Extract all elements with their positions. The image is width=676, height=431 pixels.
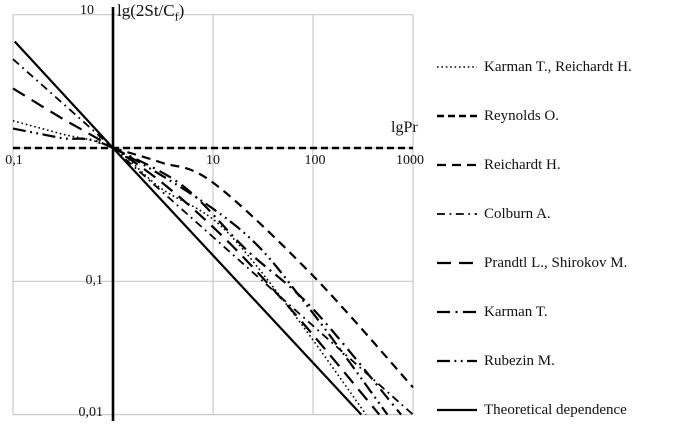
legend: Karman T., Reichardt H. Reynolds O. Reic… xyxy=(436,0,676,431)
x-tick-label-1000: 1000 xyxy=(396,153,424,168)
legend-label: Reichardt H. xyxy=(484,156,561,173)
y-axis-title-close: ) xyxy=(178,1,185,20)
legend-line-sample xyxy=(437,163,477,167)
y-tick-label-0_1: 0,1 xyxy=(85,273,104,288)
legend-item-theoretical: Theoretical dependence xyxy=(436,400,627,420)
curve-karman_reichardt xyxy=(12,120,367,416)
legend-line-sample xyxy=(437,66,477,68)
curve-theoretical xyxy=(13,40,363,416)
legend-label: Colburn A. xyxy=(484,205,551,222)
x-axis-title: lgPr xyxy=(391,119,418,136)
legend-label: Reynolds O. xyxy=(484,107,559,124)
y-tick-label-10: 10 xyxy=(80,3,94,18)
y-axis-title-text: lg(2St/C xyxy=(117,1,175,20)
x-tick-label-0_1: 0,1 xyxy=(5,153,23,168)
legend-label: Karman T. xyxy=(484,303,548,320)
legend-label: Prandtl L., Shirokov M. xyxy=(484,254,628,271)
legend-label: Karman T., Reichardt H. xyxy=(484,58,632,75)
curve-rubezin xyxy=(12,127,389,416)
legend-line-sample xyxy=(437,213,477,215)
curve-karman xyxy=(112,147,402,416)
curve-colburn xyxy=(12,58,414,416)
legend-item-karman-reichardt: Karman T., Reichardt H. xyxy=(436,57,632,77)
legend-line-sample xyxy=(437,114,477,118)
y-axis-title: lg(2St/Cf) xyxy=(117,1,184,24)
x-tick-label-100: 100 xyxy=(304,153,326,168)
legend-item-reichardt: Reichardt H. xyxy=(436,155,561,175)
y-tick-label-1: 1 xyxy=(96,133,103,148)
legend-item-reynolds: Reynolds O. xyxy=(436,106,559,126)
legend-item-karman: Karman T. xyxy=(436,302,548,322)
legend-line-sample xyxy=(437,310,477,314)
legend-item-rubezin: Rubezin M. xyxy=(436,351,555,371)
legend-label: Rubezin M. xyxy=(484,352,555,369)
legend-item-colburn: Colburn A. xyxy=(436,204,551,224)
legend-line-sample xyxy=(437,261,477,265)
curves xyxy=(12,40,414,416)
legend-line-sample xyxy=(437,408,477,412)
y-tick-label-0_01: 0,01 xyxy=(78,405,104,420)
legend-item-prandtl-shirokov: Prandtl L., Shirokov M. xyxy=(436,253,627,273)
y-axis-title-subscript: f xyxy=(174,9,179,24)
curve-reichardt xyxy=(112,146,414,389)
x-tick-label-10: 10 xyxy=(206,153,220,168)
legend-label: Theoretical dependence xyxy=(484,401,627,418)
legend-line-sample xyxy=(437,359,477,363)
curve-prandtl_shirokov xyxy=(12,87,381,416)
